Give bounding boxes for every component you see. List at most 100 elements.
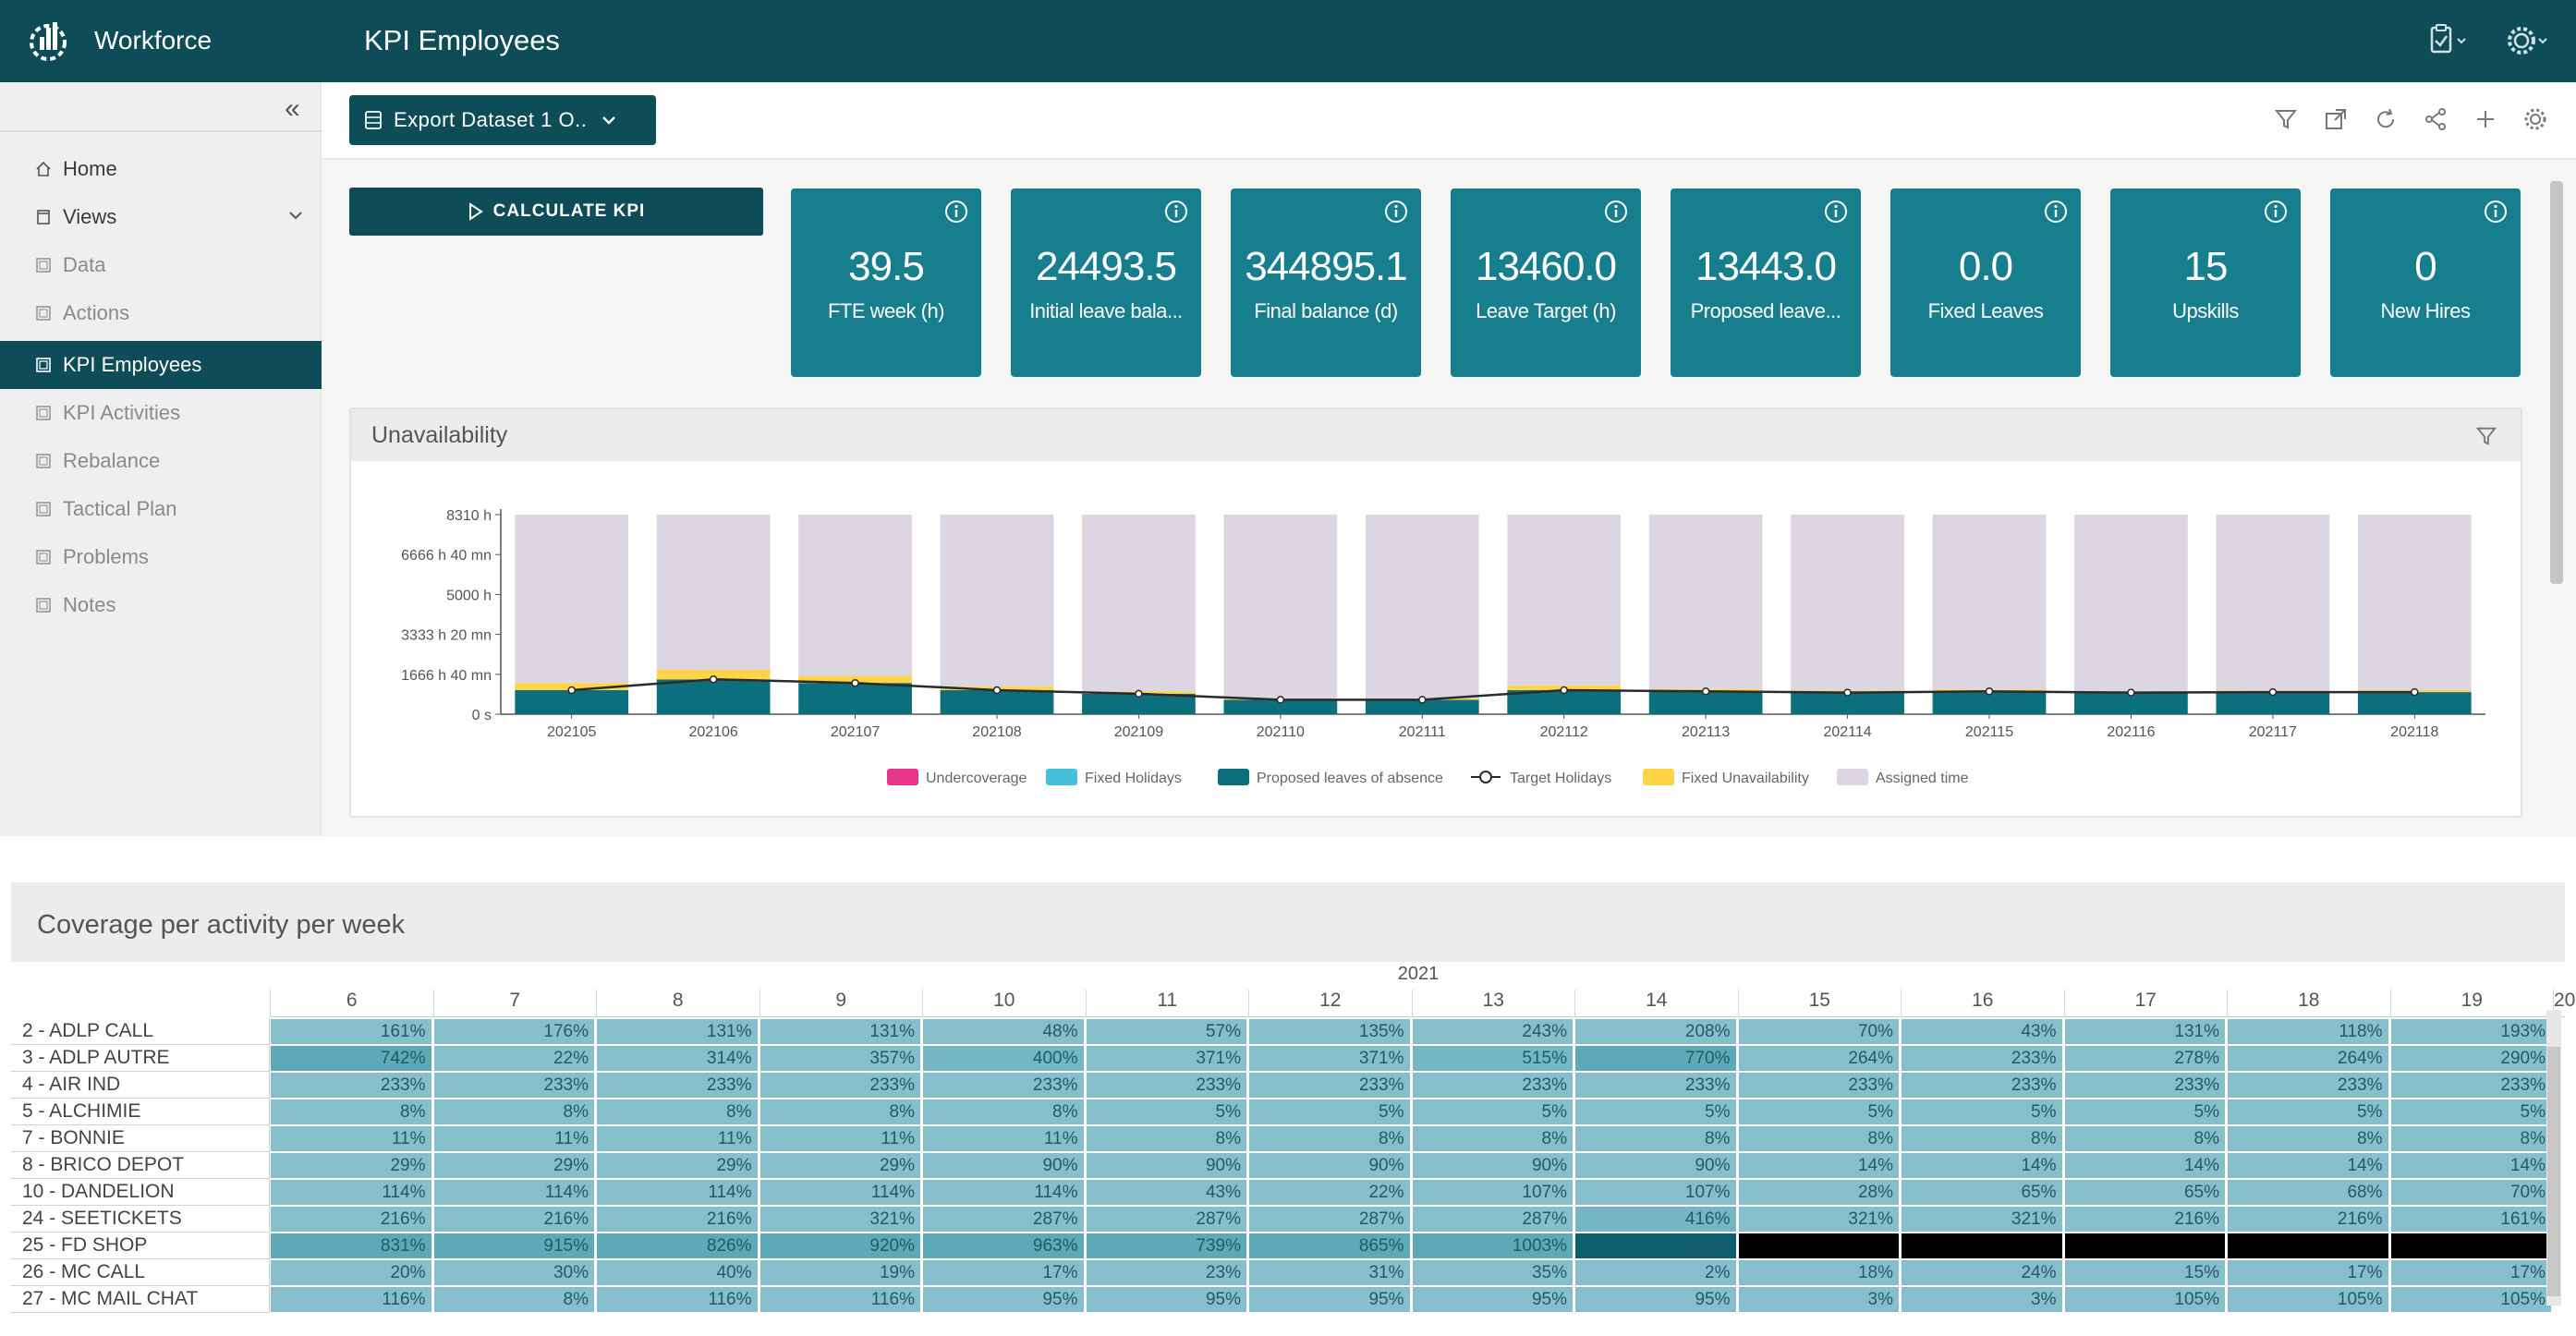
table-cell[interactable]: 865% — [1249, 1233, 1410, 1258]
table-cell[interactable]: 11% — [271, 1126, 431, 1151]
table-cell[interactable]: 11% — [759, 1126, 920, 1151]
table-cell[interactable]: 233% — [923, 1073, 1084, 1098]
table-cell[interactable]: 287% — [1412, 1207, 1573, 1232]
week-header[interactable]: 15 — [1737, 990, 1901, 1017]
table-cell[interactable]: 5% — [1086, 1099, 1246, 1124]
table-cell[interactable]: 5% — [2228, 1099, 2388, 1124]
calculate-kpi-button[interactable]: CALCULATE KPI — [349, 188, 763, 236]
table-cell[interactable]: 22% — [433, 1046, 594, 1071]
table-cell[interactable]: 114% — [597, 1180, 758, 1205]
table-cell[interactable]: 29% — [759, 1153, 920, 1178]
table-cell[interactable]: 5% — [1412, 1099, 1573, 1124]
table-cell[interactable]: 290% — [2390, 1046, 2551, 1071]
table-cell[interactable]: 8% — [1575, 1126, 1736, 1151]
table-cell[interactable]: 95% — [1086, 1287, 1246, 1312]
sidebar-item-kpi-employees[interactable]: KPI Employees — [0, 341, 322, 389]
sidebar-item-data[interactable]: Data — [0, 241, 322, 289]
table-cell[interactable]: 321% — [1902, 1207, 2062, 1232]
table-cell[interactable]: 3% — [1902, 1287, 2062, 1312]
table-cell[interactable]: 8% — [923, 1099, 1084, 1124]
table-cell[interactable]: 233% — [2228, 1073, 2388, 1098]
info-icon[interactable] — [944, 200, 968, 224]
table-cell[interactable]: 233% — [1575, 1073, 1736, 1098]
week-header[interactable]: 7 — [432, 990, 596, 1017]
table-cell[interactable]: 116% — [271, 1287, 431, 1312]
table-cell[interactable]: 193% — [2390, 1019, 2551, 1044]
table-cell[interactable]: 29% — [271, 1153, 431, 1178]
table-cell[interactable]: 11% — [433, 1126, 594, 1151]
sidebar-item-notes[interactable]: Notes — [0, 581, 322, 629]
table-cell[interactable]: 920% — [759, 1233, 920, 1258]
table-cell[interactable]: 321% — [759, 1207, 920, 1232]
table-cell[interactable]: 118% — [2228, 1019, 2388, 1044]
table-cell[interactable]: 131% — [597, 1019, 758, 1044]
table-cell[interactable]: 8% — [271, 1099, 431, 1124]
table-cell[interactable]: 287% — [1086, 1207, 1246, 1232]
table-cell[interactable]: 5% — [1902, 1099, 2062, 1124]
table-cell[interactable]: 287% — [1249, 1207, 1410, 1232]
table-cell[interactable]: 278% — [2064, 1046, 2225, 1071]
table-cell[interactable]: 23% — [1086, 1260, 1246, 1285]
table-cell[interactable]: 14% — [1902, 1153, 2062, 1178]
table-cell[interactable]: 20% — [271, 1260, 431, 1285]
table-cell[interactable]: 90% — [1412, 1153, 1573, 1178]
table-cell[interactable]: 65% — [1902, 1180, 2062, 1205]
table-cell[interactable]: 114% — [923, 1180, 1084, 1205]
table-cell[interactable]: 19% — [759, 1260, 920, 1285]
table-cell[interactable]: 8% — [2228, 1126, 2388, 1151]
table-cell[interactable]: 8% — [1249, 1126, 1410, 1151]
table-cell[interactable]: 24% — [1902, 1260, 2062, 1285]
table-cell[interactable]: 357% — [759, 1046, 920, 1071]
table-cell[interactable]: 105% — [2064, 1287, 2225, 1312]
sidebar-item-tactical-plan[interactable]: Tactical Plan — [0, 485, 322, 533]
info-icon[interactable] — [1824, 200, 1848, 224]
table-cell[interactable]: 17% — [2228, 1260, 2388, 1285]
sidebar-item-views[interactable]: Views — [0, 193, 322, 241]
table-cell[interactable]: 8% — [433, 1287, 594, 1312]
clipboard-check-icon[interactable] — [2426, 22, 2482, 59]
sidebar-item-home[interactable]: Home — [0, 145, 322, 193]
table-cell[interactable]: 105% — [2390, 1287, 2551, 1312]
collapse-sidebar-icon[interactable]: « — [285, 93, 300, 124]
table-cell[interactable] — [2228, 1233, 2388, 1258]
sidebar-item-actions[interactable]: Actions — [0, 289, 322, 337]
table-cell[interactable]: 5% — [1575, 1099, 1736, 1124]
table-cell[interactable]: 107% — [1412, 1180, 1573, 1205]
page-scrollbar[interactable] — [2550, 181, 2563, 584]
settings-gear-icon[interactable] — [2522, 106, 2548, 132]
table-cell[interactable]: 287% — [923, 1207, 1084, 1232]
table-cell[interactable]: 233% — [1902, 1046, 2062, 1071]
table-cell[interactable]: 90% — [1249, 1153, 1410, 1178]
table-cell[interactable]: 95% — [1249, 1287, 1410, 1312]
table-cell[interactable] — [1902, 1233, 2062, 1258]
week-header[interactable]: 11 — [1085, 990, 1248, 1017]
table-cell[interactable]: 216% — [2228, 1207, 2388, 1232]
table-cell[interactable]: 114% — [271, 1180, 431, 1205]
table-cell[interactable]: 17% — [2390, 1260, 2551, 1285]
scrollbar-thumb[interactable] — [2547, 1047, 2560, 1296]
table-cell[interactable]: 114% — [759, 1180, 920, 1205]
table-cell[interactable]: 14% — [2390, 1153, 2551, 1178]
table-cell[interactable]: 131% — [759, 1019, 920, 1044]
info-icon[interactable] — [1384, 200, 1408, 224]
week-header[interactable]: 16 — [1901, 990, 2064, 1017]
table-cell[interactable]: 29% — [597, 1153, 758, 1178]
info-icon[interactable] — [2044, 200, 2068, 224]
table-cell[interactable]: 371% — [1249, 1046, 1410, 1071]
scrollbar-thumb[interactable] — [2550, 181, 2563, 584]
table-cell[interactable]: 161% — [2390, 1207, 2551, 1232]
table-cell[interactable]: 5% — [2064, 1099, 2225, 1124]
table-cell[interactable]: 5% — [1249, 1099, 1410, 1124]
table-cell[interactable]: 8% — [597, 1099, 758, 1124]
table-cell[interactable]: 216% — [271, 1207, 431, 1232]
export-dataset-button[interactable]: Export Dataset 1 O.. — [349, 95, 656, 145]
table-cell[interactable]: 8% — [2390, 1126, 2551, 1151]
table-scrollbar[interactable] — [2546, 1010, 2561, 1306]
week-header[interactable]: 14 — [1574, 990, 1738, 1017]
table-cell[interactable]: 135% — [1249, 1019, 1410, 1044]
table-cell[interactable]: 739% — [1086, 1233, 1246, 1258]
week-header[interactable]: 19 — [2389, 990, 2553, 1017]
table-cell[interactable]: 2337% — [1575, 1233, 1736, 1258]
info-icon[interactable] — [2264, 200, 2288, 224]
table-cell[interactable]: 400% — [923, 1046, 1084, 1071]
